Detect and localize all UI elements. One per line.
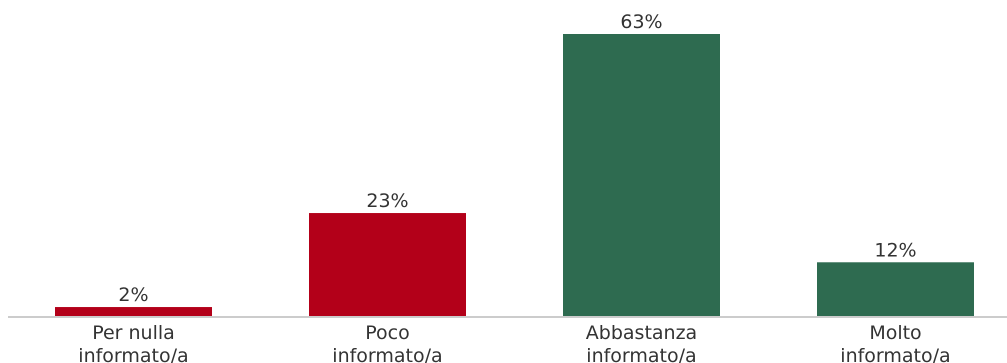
labels-group: 2%Per nullainformato/a23%Pocoinformato/a… — [78, 11, 950, 363]
category-label-2-line-2: informato/a — [332, 345, 442, 363]
category-label-2-line-1: Poco — [365, 322, 409, 344]
value-label-1: 2% — [118, 284, 148, 306]
value-label-2: 23% — [366, 190, 408, 212]
category-label-3-line-1: Abbastanza — [586, 322, 697, 344]
category-label-1-line-1: Per nulla — [92, 322, 175, 344]
value-label-3: 63% — [620, 11, 662, 33]
category-label-4-line-1: Molto — [869, 322, 921, 344]
bar-3 — [563, 34, 720, 316]
bar-2 — [309, 213, 466, 316]
bar-1 — [55, 307, 212, 316]
category-label-4-line-2: informato/a — [840, 345, 950, 363]
bar-4 — [817, 262, 974, 316]
category-label-1-line-2: informato/a — [78, 345, 188, 363]
category-label-3-line-2: informato/a — [586, 345, 696, 363]
bars-group — [55, 34, 974, 316]
value-label-4: 12% — [874, 239, 916, 261]
